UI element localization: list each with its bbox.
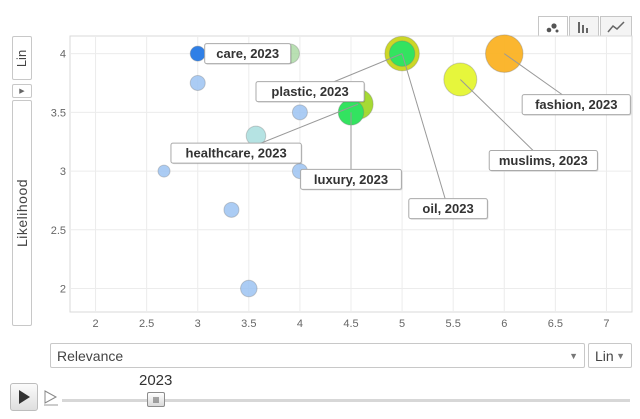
label-box: [170, 142, 302, 164]
label-text: care, 2023: [216, 46, 279, 61]
play-button[interactable]: [10, 383, 38, 411]
label-leader-line: [459, 79, 544, 161]
tab-line-chart[interactable]: [600, 16, 632, 36]
bubble[interactable]: [223, 201, 240, 218]
x-tick-label: 3: [195, 318, 201, 330]
timeline-track[interactable]: [62, 399, 630, 402]
tab-bar-chart[interactable]: [569, 16, 599, 36]
caret-right-icon: ▶: [19, 88, 25, 95]
bubble-chart: care, 2023 plastic, 2023 healthcare, 2023 l…: [51, 34, 633, 330]
x-tick-label: 5.5: [446, 318, 461, 330]
x-tick-label: 7: [603, 318, 609, 330]
x-scale-select[interactable]: Lin ▼: [588, 343, 632, 368]
x-tick-label: 2: [92, 318, 98, 330]
label-box: [408, 198, 488, 220]
bubble-label: oil, 2023: [401, 53, 489, 220]
label-box: [255, 81, 365, 103]
bubble[interactable]: [189, 45, 206, 62]
label-box: [488, 149, 598, 171]
x-tick-label: 2.5: [139, 318, 154, 330]
label-text: luxury, 2023: [314, 172, 388, 187]
label-text: healthcare, 2023: [186, 146, 287, 161]
y-scale-toggle[interactable]: Lin: [12, 36, 32, 80]
x-scale-label: Lin: [595, 347, 614, 364]
label-text: fashion, 2023: [535, 97, 617, 112]
y-axis-menu-toggle[interactable]: ▶: [12, 84, 32, 98]
x-tick-label: 3.5: [241, 318, 256, 330]
bubble[interactable]: [291, 104, 308, 121]
x-axis-select[interactable]: Relevance ▼: [50, 343, 585, 368]
line-chart-icon: [607, 20, 625, 32]
speed-control[interactable]: [42, 388, 60, 406]
bubble-label: fashion, 2023: [503, 53, 632, 116]
y-tick-label: 3.5: [51, 107, 66, 119]
speed-icon: [44, 390, 58, 406]
tab-bubble-chart[interactable]: [538, 16, 568, 36]
play-icon: [19, 390, 30, 404]
bubble-label: muslims, 2023: [459, 79, 599, 172]
x-tick-label: 5: [399, 318, 405, 330]
bar-chart-icon: [578, 21, 588, 33]
bubble-label: healthcare, 2023: [170, 103, 359, 165]
y-axis-select[interactable]: Likelihood: [12, 100, 32, 326]
label-text: muslims, 2023: [499, 153, 588, 168]
x-tick-label: 4: [297, 318, 303, 330]
bubble[interactable]: [240, 279, 258, 298]
bubble-label: plastic, 2023: [255, 53, 403, 103]
bubble[interactable]: [189, 74, 206, 91]
dropdown-arrow-icon: ▼: [616, 351, 625, 361]
label-box: [300, 168, 402, 190]
bubble[interactable]: [157, 164, 171, 178]
label-box: [204, 43, 292, 65]
label-text: plastic, 2023: [271, 84, 348, 99]
bubble-chart-icon: [546, 22, 559, 32]
current-year-label: 2023: [139, 372, 173, 389]
bubble-label: luxury, 2023: [300, 112, 403, 191]
label-box: [521, 94, 631, 116]
x-tick-label: 4.5: [343, 318, 358, 330]
dropdown-arrow-icon: ▼: [569, 351, 578, 361]
y-tick-label: 2: [60, 284, 66, 296]
y-tick-label: 4: [60, 49, 66, 61]
grip-icon: [153, 396, 159, 403]
label-text: oil, 2023: [422, 201, 473, 216]
bubble-label: care, 2023: [204, 43, 292, 65]
y-tick-label: 2.5: [51, 225, 66, 237]
x-tick-label: 6: [501, 318, 507, 330]
label-leader-line: [401, 53, 449, 209]
x-tick-label: 6.5: [548, 318, 563, 330]
x-axis-title: Relevance: [57, 347, 124, 364]
bubble[interactable]: [485, 34, 524, 73]
timeline-slider-thumb[interactable]: [147, 392, 165, 407]
y-tick-label: 3: [60, 166, 66, 178]
